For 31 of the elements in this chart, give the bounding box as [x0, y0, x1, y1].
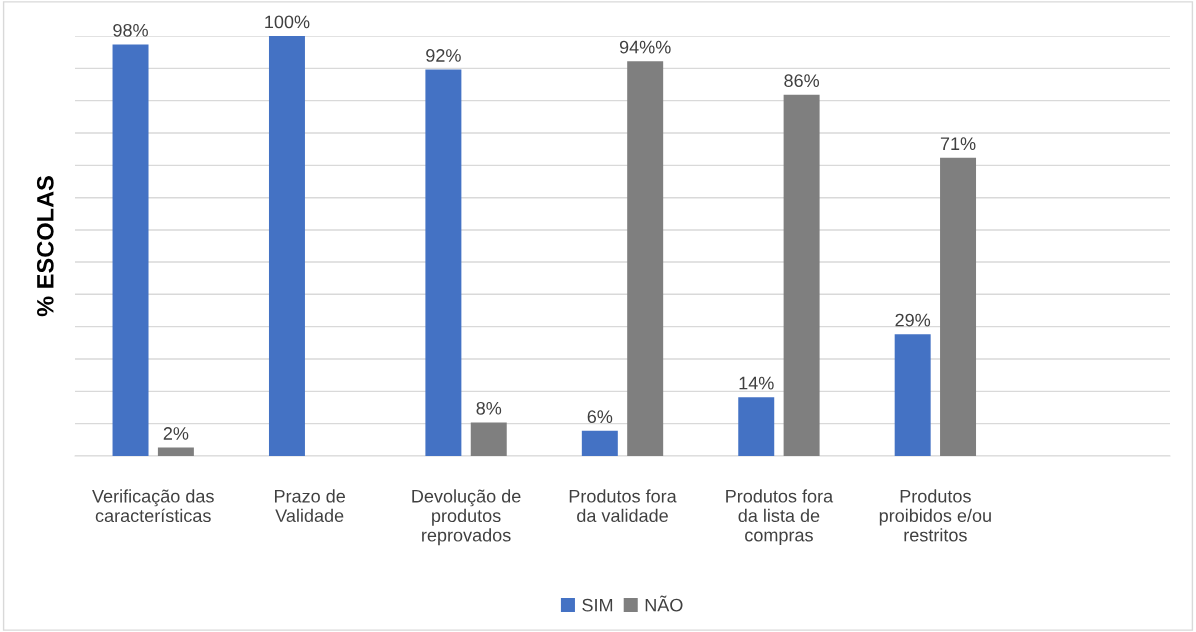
legend-label: NÃO — [645, 595, 683, 612]
x-tick-label: Produtos fora da lista de compras — [726, 489, 834, 546]
data-label: 29% — [895, 313, 931, 327]
data-label: 94%% — [619, 40, 671, 54]
bar — [268, 36, 305, 456]
bar — [112, 44, 149, 456]
data-label: 6% — [587, 410, 613, 424]
x-tick-label: Devolução de produtos reprovados — [412, 489, 521, 546]
x-tick-label: Verificação das características — [92, 489, 214, 523]
data-label: 14% — [739, 376, 774, 390]
data-label: 8% — [476, 401, 502, 415]
data-label: 98% — [113, 23, 148, 37]
data-label: 2% — [163, 427, 189, 440]
bar — [783, 94, 820, 456]
bar — [894, 334, 931, 456]
x-tick-label: Produtos proibidos e/ou restritos — [879, 489, 991, 542]
x-tick-label: Produtos fora da validade — [569, 489, 677, 523]
legend-label: SIM — [582, 598, 613, 612]
data-label: 100% — [265, 15, 310, 29]
bar — [627, 61, 664, 456]
bar — [470, 422, 507, 456]
x-tick-label: Prazo de Validade — [274, 489, 345, 523]
data-label: 71% — [940, 137, 976, 150]
bar — [940, 157, 977, 456]
data-label: 92% — [426, 49, 461, 62]
data-label: 86% — [784, 74, 820, 88]
y-axis-title: % ESCOLAS — [36, 176, 54, 317]
bar — [425, 69, 462, 456]
bar — [581, 430, 618, 456]
bar — [738, 397, 775, 456]
bar — [157, 447, 194, 456]
